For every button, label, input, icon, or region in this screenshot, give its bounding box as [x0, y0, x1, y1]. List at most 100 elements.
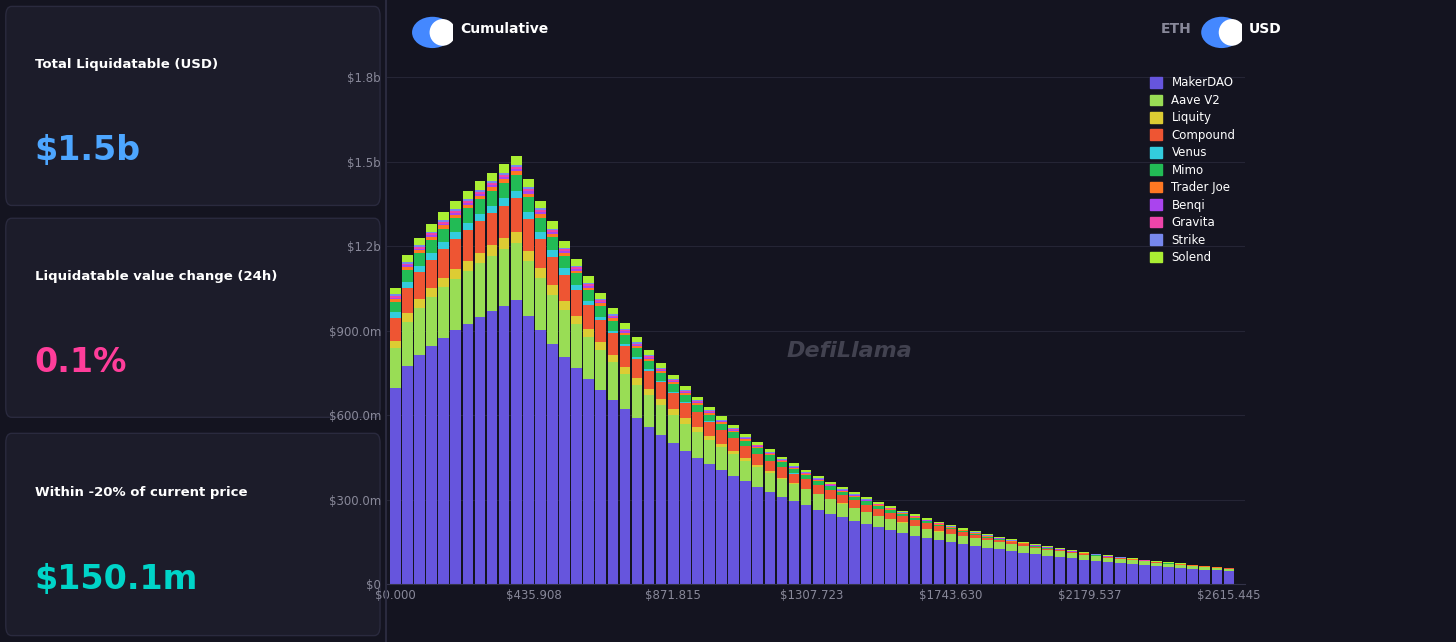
Bar — [981, 540, 993, 548]
Bar — [438, 338, 448, 584]
Bar — [596, 293, 606, 299]
Bar — [789, 464, 799, 466]
Text: $1.5b: $1.5b — [35, 134, 141, 168]
Bar — [753, 448, 763, 453]
Bar — [728, 428, 740, 429]
Bar — [415, 308, 425, 355]
Bar — [475, 196, 485, 200]
Bar — [450, 218, 462, 232]
Bar — [632, 378, 642, 385]
Bar — [571, 273, 582, 285]
Bar — [607, 316, 619, 317]
Bar — [994, 550, 1005, 584]
Bar — [571, 285, 582, 290]
Bar — [523, 189, 533, 191]
Bar — [620, 323, 630, 329]
Bar — [427, 237, 437, 240]
Bar — [547, 295, 558, 343]
Bar — [463, 201, 473, 203]
Bar — [547, 230, 558, 232]
Bar — [534, 330, 546, 584]
Bar — [958, 531, 968, 532]
Bar — [958, 536, 968, 544]
Bar — [632, 348, 642, 358]
Bar — [958, 528, 968, 530]
Bar — [680, 419, 690, 424]
Bar — [1079, 552, 1089, 553]
Bar — [427, 297, 437, 345]
Bar — [427, 232, 437, 234]
Bar — [475, 182, 485, 190]
Bar — [632, 385, 642, 419]
Bar — [390, 388, 400, 584]
Bar — [933, 525, 945, 526]
Bar — [728, 476, 740, 584]
Bar — [933, 532, 945, 541]
Bar — [607, 308, 619, 314]
Bar — [776, 460, 788, 462]
Bar — [741, 437, 751, 438]
Bar — [753, 446, 763, 447]
Bar — [680, 390, 690, 391]
Bar — [450, 209, 462, 211]
Bar — [402, 366, 414, 584]
Bar — [994, 539, 1005, 540]
Bar — [716, 421, 727, 422]
Bar — [644, 370, 654, 389]
Bar — [837, 487, 847, 489]
Bar — [837, 504, 847, 517]
Bar — [559, 248, 569, 249]
Bar — [668, 392, 678, 409]
Bar — [644, 358, 654, 359]
Bar — [450, 239, 462, 269]
Bar — [415, 355, 425, 584]
Bar — [390, 295, 400, 296]
Bar — [499, 175, 510, 177]
Bar — [812, 481, 824, 485]
Bar — [1054, 551, 1066, 557]
Bar — [910, 514, 920, 516]
Bar — [970, 531, 980, 532]
Circle shape — [1219, 19, 1245, 46]
Bar — [801, 474, 811, 475]
Bar — [463, 230, 473, 261]
Bar — [644, 356, 654, 358]
Bar — [668, 383, 678, 384]
Bar — [668, 443, 678, 584]
Ellipse shape — [412, 17, 453, 48]
Bar — [680, 403, 690, 419]
Bar — [1006, 551, 1016, 584]
Bar — [390, 349, 400, 388]
Bar — [741, 439, 751, 440]
Bar — [981, 548, 993, 584]
Bar — [415, 247, 425, 248]
Bar — [511, 300, 521, 584]
Bar — [438, 221, 448, 223]
Bar — [1163, 564, 1174, 567]
Bar — [402, 267, 414, 270]
Bar — [620, 374, 630, 409]
Bar — [620, 345, 630, 346]
Bar — [486, 173, 498, 181]
Bar — [620, 335, 630, 345]
Bar — [776, 467, 788, 478]
Bar — [486, 187, 498, 191]
Bar — [753, 487, 763, 584]
Bar — [607, 317, 619, 318]
Bar — [402, 270, 414, 282]
Bar — [523, 250, 533, 261]
Bar — [655, 399, 667, 405]
Bar — [692, 412, 703, 427]
Bar — [511, 232, 521, 243]
Bar — [475, 317, 485, 584]
Bar — [499, 249, 510, 306]
Bar — [716, 444, 727, 447]
Bar — [789, 501, 799, 584]
Bar — [438, 223, 448, 225]
Bar — [475, 214, 485, 221]
Bar — [499, 206, 510, 238]
Bar — [390, 296, 400, 297]
Bar — [559, 310, 569, 356]
Bar — [450, 232, 462, 239]
Bar — [632, 345, 642, 346]
